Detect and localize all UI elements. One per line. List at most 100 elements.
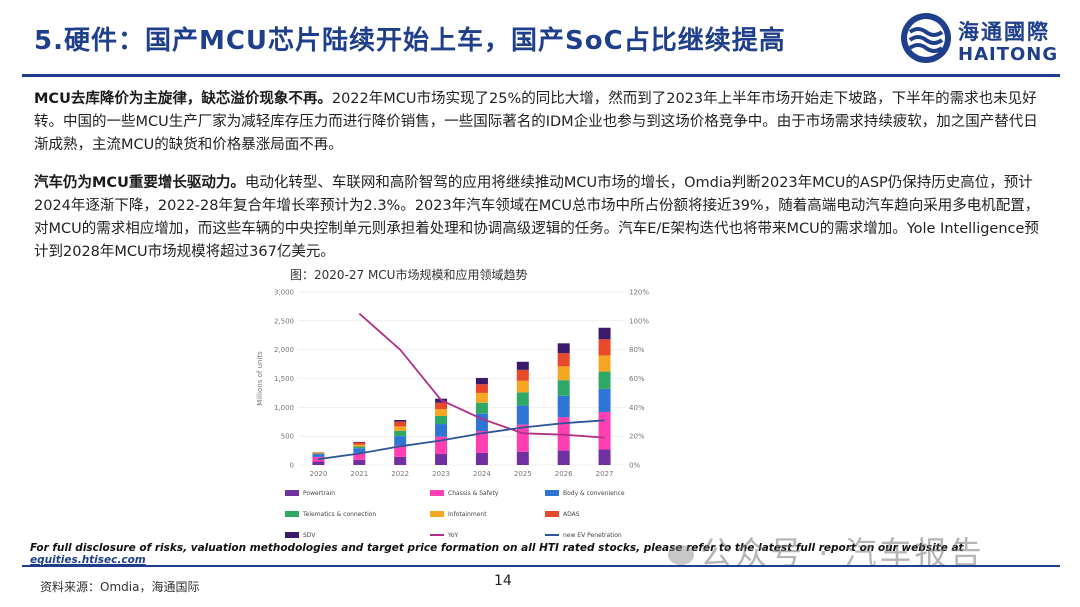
- bar-segment: [475, 377, 488, 385]
- bar-segment: [394, 426, 407, 431]
- bar-segment: [312, 454, 325, 457]
- bar-segment: [475, 452, 488, 465]
- y-tick-label: 1,000: [274, 404, 294, 412]
- bar-segment: [435, 409, 448, 416]
- paragraph-1-heading: MCU去库降价为主旋律，缺芯溢价现象不再。: [34, 91, 332, 107]
- bar-segment: [598, 339, 611, 356]
- bar-segment: [435, 424, 448, 437]
- legend-swatch: [285, 490, 299, 496]
- bar-segment: [598, 371, 611, 389]
- figure-title: 图：2020-27 MCU市场规模和应用领域趋势: [290, 268, 528, 282]
- bar-segment: [353, 452, 366, 460]
- bar-segment: [394, 456, 407, 465]
- watermark: 公众号 · 汽车报告: [668, 528, 985, 574]
- y2-tick-label: 40%: [629, 404, 645, 412]
- mcu-market-chart: 0 500 1,000 1,500 2,000 2,500 3,000 0% 20% 40% 60%…: [256, 289, 649, 540]
- bar-segment: [557, 366, 570, 381]
- bar-segment: [475, 402, 488, 414]
- bar-segment: [312, 452, 325, 454]
- bar-segment: [557, 343, 570, 354]
- header-divider: [22, 74, 1060, 77]
- series-line: [318, 419, 605, 461]
- y2-tick-label: 20%: [629, 433, 645, 441]
- x-tick-label: 2023: [432, 470, 450, 478]
- bar-segment: [353, 442, 366, 445]
- bar-segment: [475, 430, 488, 453]
- bar-segment: [394, 421, 407, 427]
- paragraph-auto-driver: 汽车仍为MCU重要增长驱动力。电动化转型、车联网和高阶智驾的应用将继续推动MCU…: [34, 172, 1044, 264]
- page-title: 5.硬件：国产MCU芯片陆续开始上车，国产SoC占比继续提高: [34, 26, 786, 56]
- legend-swatch: [430, 490, 444, 496]
- y2-tick-label: 100%: [629, 317, 649, 325]
- paragraph-1-text: 2022年MCU市场实现了25%的同比大增，然而到了2023年上半年市场开始走下…: [34, 91, 1038, 153]
- bar-segment: [353, 446, 366, 449]
- x-tick-label: 2025: [514, 470, 532, 478]
- y-tick-label: 2,000: [274, 346, 294, 354]
- bar-segment: [394, 445, 407, 457]
- disclaimer-link[interactable]: equities.htisec.com: [30, 554, 146, 566]
- legend-label: Powertrain: [303, 490, 335, 497]
- disclaimer-text: For full disclosure of risks, valuation …: [30, 542, 964, 554]
- bar-segment: [516, 392, 529, 406]
- legend-label: SDV: [303, 532, 316, 539]
- y-tick-label: 0: [290, 462, 294, 470]
- paragraph-mcu-price: MCU去库降价为主旋律，缺芯溢价现象不再。2022年MCU市场实现了25%的同比…: [34, 88, 1044, 157]
- y-tick-label: 3,000: [274, 289, 294, 297]
- bar-segment: [353, 441, 366, 443]
- bar-segment: [353, 459, 366, 465]
- bar-segment: [435, 454, 448, 465]
- bar-segment: [312, 453, 325, 455]
- wechat-icon: [668, 545, 694, 565]
- series-line: [358, 312, 605, 439]
- legend-label: YoY: [447, 532, 459, 539]
- bar-segment: [598, 388, 611, 412]
- bar-segment: [475, 392, 488, 403]
- legend-label: Telematics & connection: [302, 511, 376, 518]
- logo-text-cn: 海通國際: [958, 20, 1050, 44]
- legend-label: Infotainment: [448, 511, 487, 518]
- legend-swatch: [285, 511, 299, 517]
- y2-tick-label: 0%: [629, 462, 640, 470]
- bar-segment: [353, 444, 366, 447]
- y2-tick-label: 80%: [629, 346, 645, 354]
- paragraph-2-text: 电动化转型、车联网和高阶智驾的应用将继续推动MCU市场的增长，Omdia判断20…: [34, 175, 1040, 260]
- legend-swatch: [545, 511, 559, 517]
- y-tick-label: 500: [281, 433, 294, 441]
- bar-segment: [557, 450, 570, 465]
- bar-segment: [598, 355, 611, 372]
- bar-segment: [516, 369, 529, 381]
- bar-segment: [516, 361, 529, 370]
- x-tick-label: 2021: [350, 470, 368, 478]
- x-tick-label: 2024: [473, 470, 491, 478]
- haitong-logo-icon: [901, 13, 951, 63]
- footer-divider: [22, 565, 1060, 567]
- bar-segment: [435, 402, 448, 410]
- bar-segment: [557, 353, 570, 367]
- legend-swatch: [285, 532, 299, 538]
- legend-label: ADAS: [563, 511, 580, 518]
- bar-segment: [516, 405, 529, 425]
- bar-segment: [394, 430, 407, 437]
- bar-segment: [435, 415, 448, 425]
- bar-segment: [516, 380, 529, 393]
- y2-tick-label: 120%: [629, 289, 649, 297]
- y-tick-label: 1,500: [274, 375, 294, 383]
- legend-swatch: [545, 490, 559, 496]
- x-tick-label: 2026: [555, 470, 573, 478]
- x-tick-label: 2027: [596, 470, 614, 478]
- bar-segment: [312, 461, 325, 465]
- y-axis-label: Millions of units: [256, 351, 264, 406]
- y-tick-label: 2,500: [274, 317, 294, 325]
- bar-segment: [516, 451, 529, 465]
- bar-segment: [353, 448, 366, 453]
- paragraph-2-heading: 汽车仍为MCU重要增长驱动力。: [34, 175, 245, 191]
- bar-segment: [475, 384, 488, 393]
- disclaimer: For full disclosure of risks, valuation …: [30, 542, 1080, 566]
- bar-segment: [598, 449, 611, 465]
- page-number: 14: [494, 573, 512, 589]
- bar-segment: [598, 411, 611, 450]
- legend-label: new EV Penetration: [563, 532, 622, 539]
- legend-swatch: [430, 511, 444, 517]
- bar-segment: [394, 420, 407, 422]
- bar-segment: [394, 436, 407, 446]
